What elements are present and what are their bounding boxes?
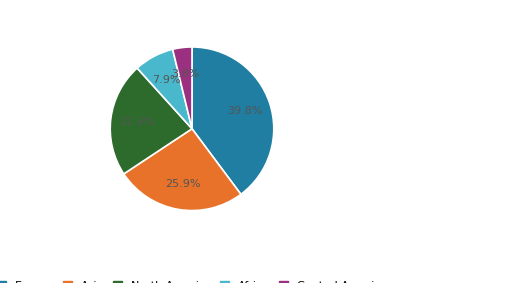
Legend: Europe, Asia, North America, Africa, Central America: Europe, Asia, North America, Africa, Cen… xyxy=(0,275,393,283)
Wedge shape xyxy=(192,47,274,194)
Wedge shape xyxy=(137,49,192,129)
Text: 25.9%: 25.9% xyxy=(165,179,200,188)
Wedge shape xyxy=(124,129,241,211)
Text: 22.6%: 22.6% xyxy=(119,117,155,127)
Wedge shape xyxy=(173,47,192,129)
Wedge shape xyxy=(110,68,192,174)
Text: 7.9%: 7.9% xyxy=(152,75,180,85)
Text: 3.8%: 3.8% xyxy=(171,68,200,79)
Text: 39.8%: 39.8% xyxy=(227,106,263,116)
